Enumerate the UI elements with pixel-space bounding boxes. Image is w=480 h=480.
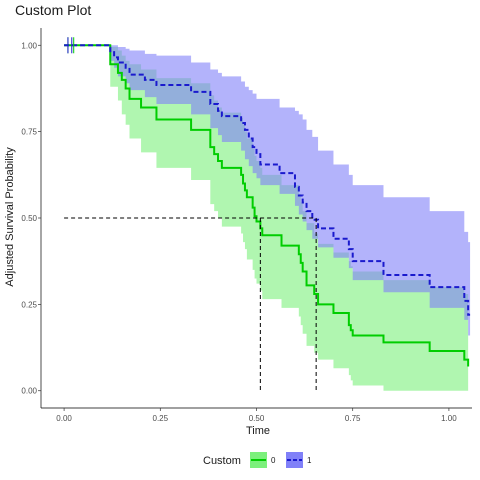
y-tick-label: 0.50 bbox=[21, 214, 37, 223]
x-axis-label: Time bbox=[246, 425, 270, 437]
y-tick-label: 0.25 bbox=[21, 300, 37, 309]
censor-marks bbox=[67, 37, 75, 54]
x-ticks: 0.00 0.25 0.50 0.75 1.00 bbox=[56, 408, 457, 423]
survival-curves bbox=[64, 44, 471, 367]
x-tick-label: 0.50 bbox=[249, 414, 265, 423]
legend-label-1: 1 bbox=[307, 456, 312, 465]
median-reference-lines bbox=[64, 217, 317, 391]
legend: Custom 0 1 bbox=[203, 452, 312, 468]
y-tick-label: 0.00 bbox=[21, 387, 37, 396]
chart-title: Custom Plot bbox=[15, 2, 91, 18]
y-ticks: 0.00 0.25 0.50 0.75 1.00 bbox=[21, 41, 41, 396]
x-tick-label: 0.75 bbox=[345, 414, 361, 423]
confidence-band-group-1 bbox=[64, 45, 471, 336]
y-tick-label: 1.00 bbox=[21, 41, 37, 50]
survival-curve-group-1 bbox=[64, 44, 471, 316]
x-tick-label: 1.00 bbox=[441, 414, 457, 423]
survival-curve-group-0 bbox=[64, 44, 470, 367]
confidence-band-group-0 bbox=[64, 45, 469, 391]
x-tick-label: 0.25 bbox=[153, 414, 169, 423]
y-tick-label: 0.75 bbox=[21, 128, 37, 137]
legend-label-0: 0 bbox=[271, 456, 276, 465]
confidence-bands bbox=[64, 45, 471, 391]
y-axis-label: Adjusted Survival Probability bbox=[4, 147, 16, 287]
legend-title: Custom bbox=[203, 455, 241, 467]
x-tick-label: 0.00 bbox=[56, 414, 72, 423]
